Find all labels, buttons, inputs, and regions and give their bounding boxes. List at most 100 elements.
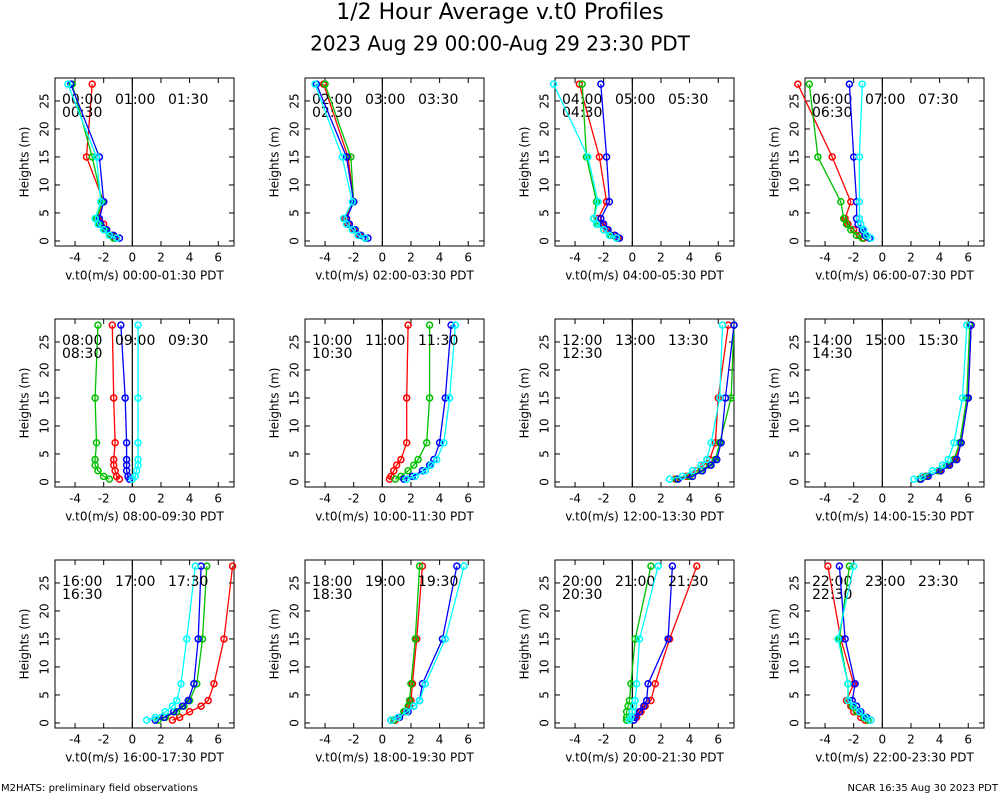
legend-entry: 21:00 [615, 574, 655, 590]
profile-point [844, 696, 852, 705]
profile-point [175, 713, 184, 722]
profile-point [402, 708, 411, 716]
legend-entry: 20:00 [562, 574, 602, 590]
x-tick-label: -2 [348, 492, 360, 506]
legend-entry: 09:30 [168, 333, 208, 349]
profile-point [168, 702, 177, 710]
y-tick-label: 10 [788, 659, 802, 674]
y-tick-label: 0 [38, 237, 52, 245]
legend-entry: 15:30 [918, 333, 958, 349]
y-tick-label: 25 [538, 575, 552, 590]
x-axis-label: v.t0(m/s) 10:00-11:30 PDT [315, 510, 474, 524]
profile-point [91, 394, 99, 402]
profile-point [668, 562, 677, 570]
profile-point [837, 198, 845, 206]
plot-frame [54, 77, 235, 247]
x-tick-label: 6 [964, 251, 972, 265]
x-tick-label: 6 [214, 733, 222, 747]
profile-point [967, 321, 975, 329]
legend-entry: 09:00 [115, 333, 155, 349]
legend-entry: 12:00 [562, 333, 602, 349]
footer-left: M2HATS: preliminary field observations [1, 783, 198, 794]
x-tick-label: 0 [129, 492, 137, 506]
x-tick-label: 0 [379, 251, 387, 265]
x-tick-label: -4 [319, 492, 331, 506]
legend-entry: 04:00 [562, 92, 602, 108]
profile-point [117, 321, 125, 329]
y-axis-label: Heights (m) [768, 127, 782, 198]
profile-point [108, 321, 117, 329]
profile-point [862, 231, 871, 240]
plot-frame [304, 318, 485, 488]
x-axis-label: v.t0(m/s) 00:00-01:30 PDT [65, 269, 224, 283]
profile-point [578, 80, 586, 88]
profile-line [390, 566, 465, 721]
profile-point [411, 472, 420, 481]
y-tick-label: 5 [788, 691, 802, 699]
profile-point [834, 635, 842, 643]
legend-entry: 11:00 [365, 333, 405, 349]
profile-point [342, 153, 351, 161]
legend-entry: 07:30 [918, 92, 958, 108]
profile-point [938, 461, 947, 469]
profile-point [88, 80, 96, 88]
x-tick-label: -2 [98, 492, 110, 506]
profile-point [185, 708, 194, 716]
x-tick-label: 4 [186, 733, 194, 747]
profile-point [730, 321, 738, 329]
footer-right: NCAR 16:35 Aug 30 2023 PDT [847, 783, 998, 794]
y-tick-label: 10 [788, 418, 802, 433]
legend-entry: 23:30 [918, 574, 958, 590]
x-tick-label: 2 [157, 492, 165, 506]
profile-point [594, 198, 602, 206]
x-tick-label: 2 [157, 733, 165, 747]
profile-point [844, 680, 852, 688]
profile-point [602, 153, 611, 161]
y-tick-label: 25 [38, 334, 52, 349]
y-tick-label: 25 [288, 93, 302, 108]
profile-point [197, 702, 205, 710]
profile-point [394, 713, 402, 722]
x-tick-label: -2 [598, 251, 610, 265]
x-tick-label: 2 [657, 733, 665, 747]
profile-point [910, 475, 918, 483]
x-tick-label: -4 [569, 733, 581, 747]
profile-point [392, 461, 401, 469]
profile-point [839, 214, 848, 223]
legend-entry: 03:00 [365, 92, 405, 108]
profile-point [402, 475, 411, 483]
x-tick-label: 4 [686, 251, 694, 265]
profile-point [410, 461, 418, 469]
y-tick-label: 10 [38, 418, 52, 433]
x-tick-label: 6 [464, 492, 472, 506]
profile-point [99, 472, 108, 481]
profile-point [142, 716, 151, 724]
x-tick-label: 2 [407, 251, 415, 265]
profile-point [134, 439, 142, 447]
profile-point [592, 220, 601, 228]
profile-point [441, 635, 450, 643]
y-axis-label: Heights (m) [18, 368, 32, 439]
profile-point [845, 80, 854, 88]
y-axis-label: Heights (m) [18, 127, 32, 198]
profile-point [418, 562, 427, 570]
profile-point [421, 680, 430, 688]
profile-point [828, 153, 836, 161]
profile-point [928, 467, 937, 475]
profile-point [549, 80, 558, 88]
legend-entry: 17:30 [168, 574, 208, 590]
profile-point [134, 394, 142, 402]
profile-point [414, 455, 422, 464]
profile-point [134, 321, 142, 329]
y-tick-label: 20 [288, 603, 302, 618]
y-tick-label: 5 [788, 209, 802, 217]
profile-point [688, 467, 697, 475]
profile-point [707, 461, 715, 469]
legend-entry: 03:30 [418, 92, 458, 108]
y-tick-label: 15 [538, 631, 552, 646]
profile-point [92, 439, 101, 447]
profile-point [693, 562, 701, 570]
y-axis-label: Heights (m) [768, 609, 782, 680]
legend-entry: 07:00 [865, 92, 905, 108]
x-axis-label: v.t0(m/s) 18:00-19:30 PDT [315, 751, 474, 765]
